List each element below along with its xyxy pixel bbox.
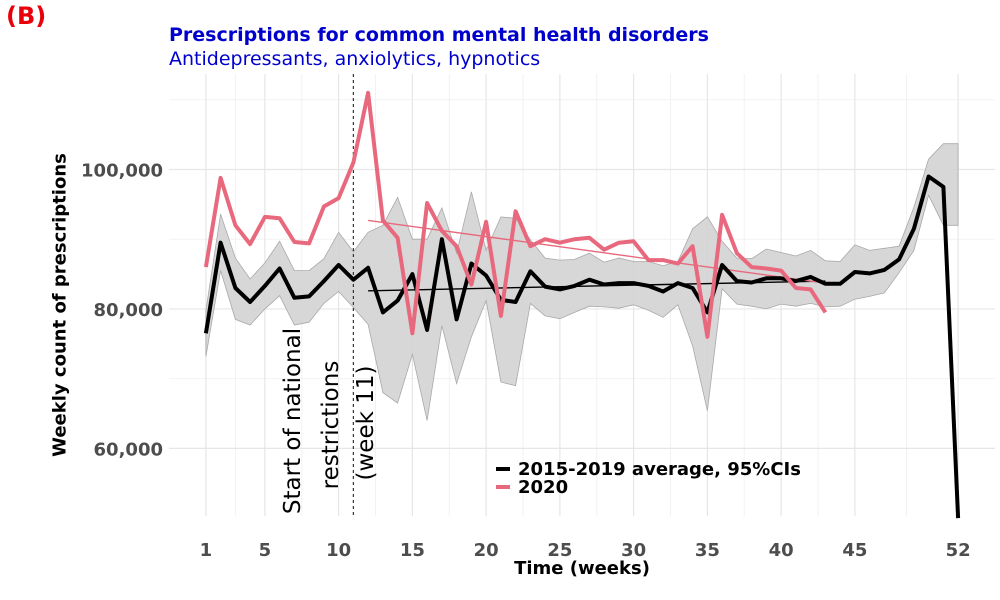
restrictions-annotation-line3: (week 11) (353, 365, 379, 481)
series-layer (203, 90, 961, 519)
panel-label: (B) (6, 2, 47, 30)
x-tick-label: 10 (326, 540, 351, 561)
legend-label: 2020 (518, 477, 568, 498)
y-tick-label: 100,000 (81, 161, 163, 182)
x-tick-label: 45 (842, 540, 867, 561)
x-axis-label: Time (weeks) (514, 558, 650, 579)
y2020-line (203, 90, 828, 339)
x-tick-label: 15 (400, 540, 425, 561)
x-tick-label: 40 (769, 540, 794, 561)
restrictions-annotation-line1: Start of national (280, 327, 306, 515)
x-tick-label: 5 (259, 540, 272, 561)
restrictions-annotation-line2: restrictions (318, 360, 344, 490)
x-tick-label: 30 (621, 540, 646, 561)
y-axis-label: Weekly count of prescriptions (49, 153, 71, 457)
avg-line (203, 174, 961, 519)
x-tick-label: 35 (695, 540, 720, 561)
x-tick-label: 1 (200, 540, 213, 561)
chart-subtitle: Antidepressants, anxiolytics, hypnotics (169, 48, 541, 70)
chart-title: Prescriptions for common mental health d… (169, 24, 709, 46)
y-tick-label: 60,000 (94, 439, 163, 460)
y-tick-label: 80,000 (94, 300, 163, 321)
x-tick-label: 52 (946, 540, 971, 561)
x-tick-label: 25 (547, 540, 572, 561)
legend-label: 2015-2019 average, 95%CIs (518, 459, 801, 480)
x-tick-label: 20 (474, 540, 499, 561)
